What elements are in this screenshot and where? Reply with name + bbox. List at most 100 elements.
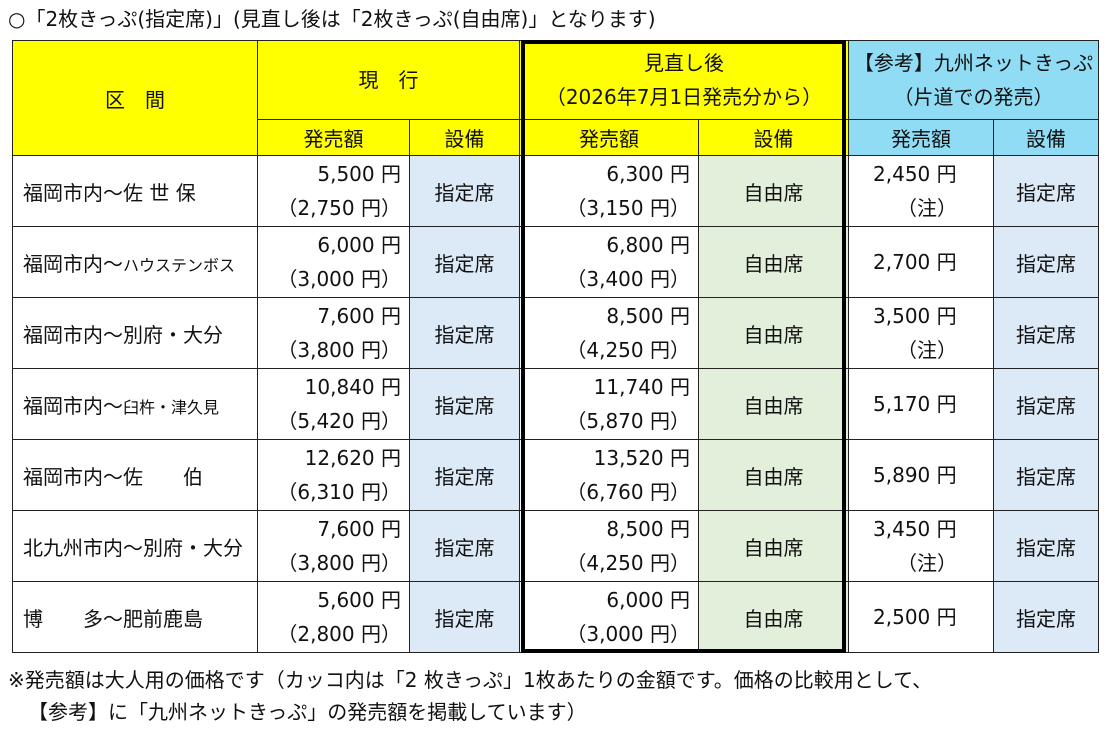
section-cell: 福岡市内～臼杵・津久見 [12,368,258,440]
fare-comparison-table: 区 間 現 行 見直し後 （2026年7月1日発売分から） 【参考】九州ネットき… [12,40,1100,653]
net-price: 3,450 円 [873,517,957,541]
section-name: 福岡市内～佐 伯 [23,464,203,489]
current-seat: 指定席 [409,510,520,582]
net-price: 5,170 円 [873,392,957,416]
net-seat: 指定席 [993,439,1100,511]
section-name: 福岡市内～佐 世 保 [23,180,196,205]
current-price: 6,000 円 [317,233,401,257]
revised-price: 6,000 円 [606,588,690,612]
table-row: 福岡市内～別府・大分 7,600 円 （3,800 円） 指定席 8,500 円 （4,2… [12,297,1100,369]
revised-price-cell: 6,800 円 （3,400 円） [519,226,699,298]
current-single-price: （2,800 円） [277,622,401,646]
net-price-cell: 3,450 円 （注） [848,510,995,582]
net-price-cell: 3,500 円 （注） [848,297,995,369]
revised-seat: 自由席 [697,581,850,653]
revised-price: 13,520 円 [593,446,690,470]
footnote-line-2: 【参考】に「九州ネットきっぷ」の発売額を掲載しています） [28,700,587,724]
current-seat: 指定席 [409,155,520,227]
revised-seat: 自由席 [697,439,850,511]
net-seat: 指定席 [993,155,1100,227]
revised-seat: 自由席 [697,510,850,582]
revised-single-price: （4,250 円） [566,338,690,362]
revised-price-cell: 6,300 円 （3,150 円） [519,155,699,227]
net-price-cell: 2,450 円 （注） [848,155,995,227]
net-seat: 指定席 [993,510,1100,582]
revised-single-price: （3,400 円） [566,267,690,291]
header-revised-equipment: 設備 [697,119,850,156]
revised-price: 6,300 円 [606,162,690,186]
current-single-price: （3,800 円） [277,338,401,362]
current-price-cell: 7,600 円 （3,800 円） [257,297,410,369]
header-current-price: 発売額 [257,119,410,156]
revised-price-cell: 13,520 円 （6,760 円） [519,439,699,511]
table-row: 福岡市内～佐 世 保 5,500 円 （2,750 円） 指定席 6,300 円 （3,1… [12,155,1100,227]
current-price: 5,600 円 [317,588,401,612]
net-seat: 指定席 [993,368,1100,440]
section-name-small: ハウステンボス [123,255,236,275]
table-row: 北九州市内～別府・大分 7,600 円 （3,800 円） 指定席 8,500 円 （4,… [12,510,1100,582]
revised-single-price: （4,250 円） [566,551,690,575]
header-row-main: 区 間 現 行 見直し後 （2026年7月1日発売分から） 【参考】九州ネットき… [12,40,1100,156]
current-single-price: （6,310 円） [277,480,401,504]
header-row-sub: 発売額 設備 発売額 設備 発売額 設備 [13,119,1100,156]
revised-price: 11,740 円 [593,375,690,399]
current-single-price: （3,000 円） [277,267,401,291]
net-note: （注） [897,196,958,220]
section-name: 福岡市内～別府・大分 [23,322,223,347]
section-cell: 福岡市内～別府・大分 [12,297,258,369]
net-price: 2,500 円 [873,605,957,629]
section-cell: 福岡市内～佐 伯 [12,439,258,511]
revised-price-cell: 8,500 円 （4,250 円） [519,297,699,369]
net-price: 2,700 円 [873,250,957,274]
current-single-price: （5,420 円） [277,409,401,433]
revised-single-price: （5,870 円） [566,409,690,433]
net-price: 3,500 円 [873,304,957,328]
section-cell: 北九州市内～別府・大分 [12,510,258,582]
header-reference: 【参考】九州ネットきっぷ （片道での発売） [848,40,1100,120]
net-price-cell: 5,890 円 [848,439,995,511]
header-reference-title: 【参考】九州ネットきっぷ [853,51,1094,75]
header-current: 現 行 [257,40,520,120]
current-seat: 指定席 [409,226,520,298]
section-name: 博 多～肥前鹿島 [23,606,203,631]
header-reference-price: 発売額 [848,119,995,156]
header-reference-sub: （片道での発売） [893,85,1054,109]
net-price: 2,450 円 [873,162,957,186]
current-price: 7,600 円 [317,517,401,541]
revised-price: 8,500 円 [606,517,690,541]
revised-price: 8,500 円 [606,304,690,328]
section-cell: 福岡市内～ハウステンボス [12,226,258,298]
footnote: ※発売額は大人用の価格です（カッコ内は「2 枚きっぷ」1枚あたりの金額です。価格… [8,664,932,728]
header-revised: 見直し後 （2026年7月1日発売分から） [518,40,850,120]
section-cell: 博 多～肥前鹿島 [12,581,258,653]
header-revised-price: 発売額 [519,119,699,156]
table-row: 福岡市内～佐 伯 12,620 円 （6,310 円） 指定席 13,520 円 （6,7… [12,439,1100,511]
current-price-cell: 6,000 円 （3,000 円） [257,226,410,298]
section-name: 北九州市内～別府・大分 [23,535,243,560]
header-revised-title: 見直し後 [644,51,724,75]
table-row: 福岡市内～臼杵・津久見 10,840 円 （5,420 円） 指定席 11,740 円 （… [12,368,1100,440]
header-current-equipment: 設備 [409,119,520,156]
header-revised-date: （2026年7月1日発売分から） [545,85,823,109]
current-single-price: （2,750 円） [277,196,401,220]
net-price: 5,890 円 [873,463,957,487]
revised-single-price: （3,150 円） [566,196,690,220]
section-name: 福岡市内～ [23,251,123,276]
section-name-small: 臼杵・津久見 [123,397,220,417]
current-price-cell: 5,500 円 （2,750 円） [257,155,410,227]
section-cell: 福岡市内～佐 世 保 [12,155,258,227]
current-seat: 指定席 [409,581,520,653]
current-single-price: （3,800 円） [277,551,401,575]
net-note: （注） [897,338,958,362]
net-seat: 指定席 [993,297,1100,369]
net-note: （注） [897,551,958,575]
current-seat: 指定席 [409,368,520,440]
footnote-line-1: ※発売額は大人用の価格です（カッコ内は「2 枚きっぷ」1枚あたりの金額です。価格… [8,668,933,692]
current-seat: 指定席 [409,439,520,511]
revised-seat: 自由席 [697,226,850,298]
section-name: 福岡市内～ [23,393,123,418]
revised-seat: 自由席 [697,297,850,369]
current-price: 12,620 円 [304,446,401,470]
table-row: 博 多～肥前鹿島 5,600 円 （2,800 円） 指定席 6,000 円 （3,000… [12,581,1100,653]
revised-seat: 自由席 [697,368,850,440]
